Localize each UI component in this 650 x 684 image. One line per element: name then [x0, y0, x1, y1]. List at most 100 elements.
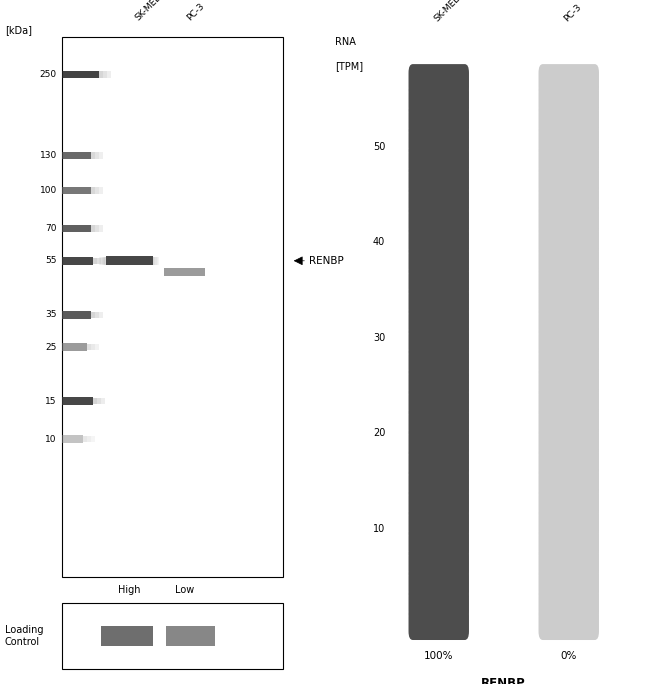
Text: PC-3: PC-3 — [185, 1, 206, 23]
Bar — [91, 312, 95, 318]
Text: PC-3: PC-3 — [562, 3, 583, 24]
Bar — [62, 343, 87, 351]
Bar — [101, 626, 153, 646]
Text: 130: 130 — [40, 151, 57, 160]
Bar — [99, 312, 103, 318]
Bar — [91, 187, 95, 194]
FancyBboxPatch shape — [538, 225, 599, 257]
Bar — [157, 256, 158, 265]
FancyBboxPatch shape — [408, 487, 469, 519]
Bar — [62, 224, 91, 232]
FancyBboxPatch shape — [538, 346, 599, 378]
Bar — [93, 258, 97, 264]
Bar — [158, 256, 159, 265]
Bar — [95, 312, 99, 318]
Bar — [62, 152, 91, 159]
Bar — [107, 71, 111, 77]
FancyBboxPatch shape — [538, 265, 599, 298]
Text: RENBP: RENBP — [482, 677, 526, 684]
FancyBboxPatch shape — [408, 246, 469, 277]
Text: SK-MEL-30: SK-MEL-30 — [133, 0, 173, 23]
Text: 30: 30 — [373, 332, 385, 343]
FancyBboxPatch shape — [408, 568, 469, 600]
Bar — [91, 153, 95, 159]
Bar — [154, 256, 155, 265]
Text: SK-MEL-30: SK-MEL-30 — [432, 0, 472, 24]
Bar — [99, 187, 103, 194]
FancyBboxPatch shape — [408, 185, 469, 217]
Bar — [62, 435, 83, 443]
Bar — [62, 257, 93, 265]
FancyBboxPatch shape — [408, 346, 469, 378]
Bar — [99, 225, 103, 232]
FancyBboxPatch shape — [408, 124, 469, 157]
FancyBboxPatch shape — [408, 608, 469, 640]
FancyBboxPatch shape — [538, 608, 599, 640]
Bar — [62, 311, 91, 319]
Bar — [106, 256, 153, 265]
FancyBboxPatch shape — [408, 205, 469, 237]
FancyBboxPatch shape — [62, 603, 283, 669]
Bar — [95, 344, 99, 350]
Bar — [62, 70, 99, 78]
Text: 100: 100 — [40, 186, 57, 195]
FancyBboxPatch shape — [538, 487, 599, 519]
FancyBboxPatch shape — [538, 124, 599, 157]
FancyBboxPatch shape — [538, 105, 599, 136]
Bar — [99, 71, 103, 77]
Bar — [91, 225, 95, 232]
FancyBboxPatch shape — [538, 447, 599, 479]
FancyBboxPatch shape — [538, 367, 599, 398]
FancyBboxPatch shape — [408, 326, 469, 358]
FancyBboxPatch shape — [538, 205, 599, 237]
Bar — [101, 258, 105, 264]
Bar — [155, 256, 157, 265]
FancyBboxPatch shape — [408, 145, 469, 176]
FancyBboxPatch shape — [538, 467, 599, 499]
Bar — [99, 153, 103, 159]
FancyBboxPatch shape — [538, 185, 599, 217]
FancyBboxPatch shape — [408, 306, 469, 338]
Bar — [83, 436, 87, 442]
Bar — [62, 187, 91, 194]
FancyBboxPatch shape — [408, 508, 469, 539]
Bar — [103, 71, 107, 77]
FancyBboxPatch shape — [408, 386, 469, 419]
FancyBboxPatch shape — [408, 265, 469, 298]
FancyBboxPatch shape — [538, 427, 599, 459]
FancyBboxPatch shape — [408, 447, 469, 479]
Bar — [97, 258, 101, 264]
Bar — [87, 436, 91, 442]
Bar — [62, 397, 93, 405]
Bar — [103, 256, 104, 265]
FancyBboxPatch shape — [538, 508, 599, 539]
FancyBboxPatch shape — [538, 84, 599, 116]
Text: 250: 250 — [40, 70, 57, 79]
FancyBboxPatch shape — [408, 64, 469, 96]
FancyBboxPatch shape — [408, 427, 469, 459]
Bar — [99, 256, 100, 265]
Bar — [95, 187, 99, 194]
FancyBboxPatch shape — [408, 105, 469, 136]
FancyBboxPatch shape — [408, 84, 469, 116]
FancyBboxPatch shape — [538, 165, 599, 197]
Text: Low: Low — [175, 586, 194, 595]
FancyBboxPatch shape — [538, 326, 599, 358]
Text: 100%: 100% — [424, 650, 454, 661]
Bar — [95, 225, 99, 232]
Text: 40: 40 — [373, 237, 385, 248]
Bar — [93, 398, 97, 404]
Bar — [91, 436, 95, 442]
Bar — [166, 626, 214, 646]
Bar — [101, 398, 105, 404]
Bar — [87, 344, 91, 350]
FancyBboxPatch shape — [408, 548, 469, 579]
Bar — [153, 256, 154, 265]
Text: 35: 35 — [46, 311, 57, 319]
Text: 15: 15 — [46, 397, 57, 406]
Text: 10: 10 — [373, 524, 385, 534]
FancyBboxPatch shape — [408, 407, 469, 438]
FancyBboxPatch shape — [408, 467, 469, 499]
Text: RNA: RNA — [335, 37, 356, 47]
FancyBboxPatch shape — [538, 407, 599, 438]
